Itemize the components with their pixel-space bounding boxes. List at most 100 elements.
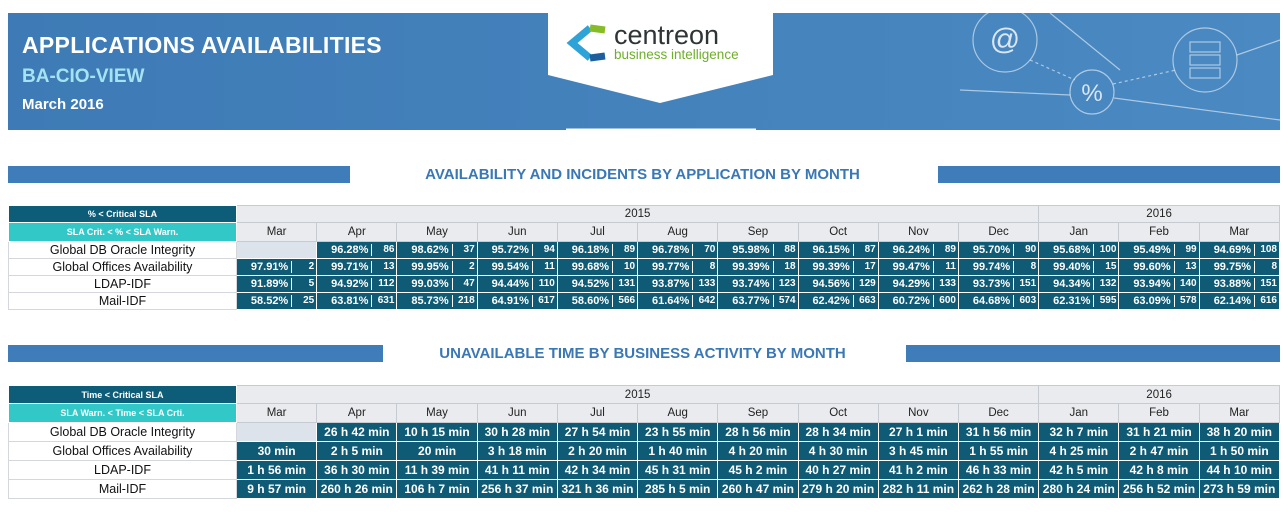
cell-pair: 62.14% 616 — [1200, 295, 1278, 307]
incidents: 11 — [932, 261, 957, 273]
availability: 60.72% — [892, 295, 930, 307]
cell-pair: 58.52% 25 — [238, 295, 316, 307]
availability: 94.52% — [571, 278, 610, 290]
year-header: 2016 — [1038, 385, 1280, 404]
month-header: Apr — [316, 222, 398, 242]
unavailable-time: 38 h 20 min — [1198, 422, 1281, 442]
availability: 98.62% — [411, 244, 449, 256]
availability-cell: 99.60% 13 — [1118, 258, 1200, 276]
incidents: 25 — [291, 295, 315, 307]
availability-cell: 63.81% 631 — [316, 292, 398, 310]
incidents: 642 — [692, 295, 716, 307]
availability: 94.44% — [491, 278, 529, 290]
year-row: Time < Critical SLA 2015 2016 — [8, 385, 1280, 404]
report-subtitle: BA-CIO-VIEW — [22, 66, 145, 87]
availability: 62.42% — [812, 295, 850, 307]
incidents: 94 — [531, 244, 556, 256]
availability: 95.49% — [1133, 244, 1171, 256]
unavailable-time: 106 h 7 min — [396, 479, 478, 499]
unavailable-time: 1 h 50 min — [1198, 441, 1281, 461]
incidents: 616 — [1254, 295, 1278, 307]
availability-cell: 64.91% 617 — [476, 292, 558, 310]
availability-cell: 60.72% 600 — [877, 292, 959, 310]
data-row: Global DB Oracle Integrity 96.28% 86 98.62%… — [8, 241, 1281, 259]
incidents: 132 — [1093, 278, 1117, 290]
decor-percent: % — [1081, 80, 1102, 107]
month-header: May — [396, 222, 478, 242]
unavailable-time: 46 h 33 min — [957, 460, 1040, 480]
row-label: Mail-IDF — [8, 479, 237, 499]
availability: 99.75% — [1213, 261, 1251, 273]
network-decoration — [959, 7, 1281, 121]
availability-cell: 94.92% 112 — [316, 275, 398, 293]
availability-cell: 63.09% 578 — [1118, 292, 1200, 310]
cell-pair: 99.39% 18 — [719, 261, 797, 273]
unavailable-time: 23 h 55 min — [637, 422, 719, 442]
unavailable-time: 262 h 28 min — [957, 479, 1040, 499]
incidents: 140 — [1173, 278, 1198, 290]
availability-cell: 96.15% 87 — [797, 241, 879, 259]
logo-name: centreon — [614, 20, 719, 50]
unavailable-time: 280 h 24 min — [1038, 479, 1120, 499]
availability: 96.18% — [571, 244, 610, 256]
row-label: Global DB Oracle Integrity — [8, 422, 237, 442]
availability-cell: 94.52% 131 — [556, 275, 639, 293]
unavailable-time: 30 h 28 min — [476, 422, 558, 442]
unavailable-time: 260 h 47 min — [717, 479, 799, 499]
availability-cell: 61.64% 642 — [637, 292, 719, 310]
incidents: 89 — [932, 244, 957, 256]
availability: 99.68% — [571, 261, 610, 273]
month-header: Mar — [235, 403, 318, 423]
availability: 96.78% — [652, 244, 690, 256]
data-row: Global Offices Availability 30 min 2 h 5 m… — [8, 441, 1281, 461]
cell-pair: 94.29% 133 — [879, 278, 957, 290]
cell-pair: 98.62% 37 — [398, 244, 476, 256]
unavailable-time: 4 h 20 min — [717, 441, 799, 461]
row-label: Global DB Oracle Integrity — [8, 241, 237, 259]
availability-cell: 94.44% 110 — [476, 275, 558, 293]
incidents: 112 — [371, 278, 395, 290]
availability: 63.81% — [331, 295, 369, 307]
availability-cell: 99.68% 10 — [556, 258, 639, 276]
cell-pair: 95.49% 99 — [1120, 244, 1198, 256]
month-header: Aug — [637, 403, 719, 423]
availability: 63.09% — [1133, 295, 1171, 307]
incidents: 8 — [1254, 261, 1278, 273]
cell-pair: 99.39% 17 — [799, 261, 877, 273]
unavailable-time: 32 h 7 min — [1038, 422, 1120, 442]
month-header: Feb — [1118, 222, 1200, 242]
incidents: 603 — [1013, 295, 1037, 307]
decor-at: @ — [990, 23, 1020, 56]
unavailable-time: 42 h 5 min — [1038, 460, 1120, 480]
logo-tagline: business intelligence — [614, 47, 739, 62]
availability-cell: 94.69% 108 — [1198, 241, 1281, 259]
availability-cell: 93.88% 151 — [1198, 275, 1281, 293]
cell-pair: 99.74% 8 — [959, 261, 1037, 273]
section-bar — [906, 345, 1280, 362]
incidents: 13 — [1173, 261, 1198, 273]
report-period: March 2016 — [22, 96, 104, 113]
availability-cell: 97.91% 2 — [235, 258, 318, 276]
header-graphics: @ % centreon business intelligence — [548, 0, 1281, 132]
unavailable-time: 4 h 30 min — [797, 441, 879, 461]
unavailable-time: 3 h 45 min — [877, 441, 959, 461]
incidents: 574 — [772, 295, 797, 307]
cell-pair: 99.03% 47 — [398, 278, 476, 290]
availability-cell: 62.14% 616 — [1198, 292, 1281, 310]
incidents: 151 — [1013, 278, 1037, 290]
incidents: 2 — [451, 261, 476, 273]
availability: 93.94% — [1133, 278, 1171, 290]
unavailable-time: 44 h 10 min — [1198, 460, 1281, 480]
incidents: 88 — [772, 244, 797, 256]
cell-pair: 93.88% 151 — [1200, 278, 1278, 290]
unavailable-time: 27 h 1 min — [877, 422, 959, 442]
availability: 94.56% — [812, 278, 850, 290]
unavailable-time: 45 h 31 min — [637, 460, 719, 480]
cell-pair: 96.24% 89 — [879, 244, 957, 256]
availability: 94.92% — [331, 278, 369, 290]
cell-pair: 99.95% 2 — [398, 261, 476, 273]
incidents: 133 — [932, 278, 957, 290]
month-header: Dec — [957, 222, 1040, 242]
data-row: Mail-IDF 58.52% 25 63.81% 631 85.73% 218 64.91%… — [8, 292, 1281, 310]
availability-cell: 99.40% 15 — [1038, 258, 1120, 276]
